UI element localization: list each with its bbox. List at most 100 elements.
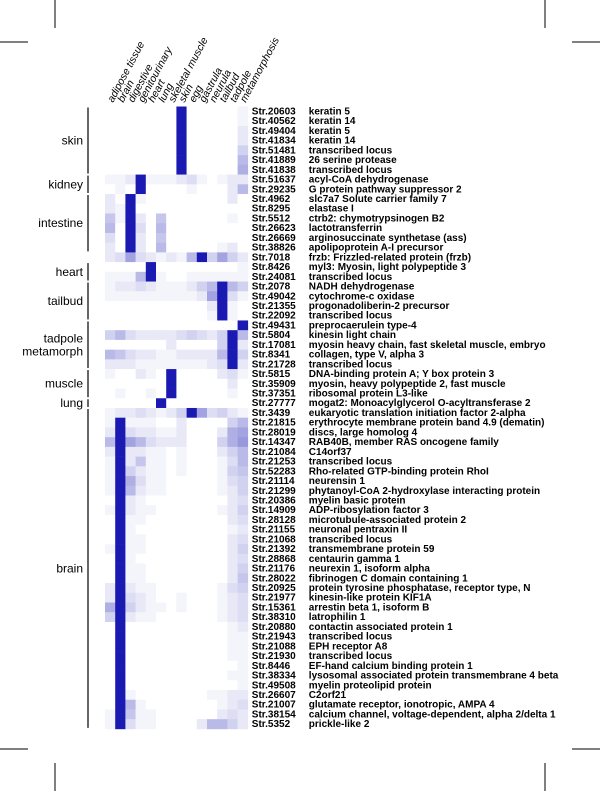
- row-gene-name: eukaryotic translation initiation factor…: [309, 408, 526, 419]
- heatmap-cell: [115, 155, 126, 166]
- heatmap-cell: [166, 427, 177, 438]
- heatmap-cell: [135, 495, 147, 506]
- heatmap-cell: [145, 203, 157, 214]
- heatmap-cell: [145, 612, 157, 623]
- heatmap-cell: [145, 534, 157, 545]
- heatmap-cell: [196, 514, 208, 525]
- heatmap-cell: [227, 680, 238, 691]
- heatmap-cell: [207, 369, 218, 380]
- heatmap-cell: [196, 534, 208, 545]
- heatmap-cell: [135, 369, 147, 380]
- heatmap-cell: [176, 106, 187, 117]
- heatmap-cell: [156, 544, 167, 555]
- row-gene-name: slc7a7 Solute carrier family 7: [309, 194, 447, 205]
- heatmap-cell: [125, 553, 136, 564]
- heatmap-cell: [186, 184, 198, 195]
- heatmap-cell: [176, 505, 187, 516]
- heatmap-cell: [207, 271, 218, 282]
- heatmap-cell: [125, 612, 136, 623]
- heatmap-cell: [227, 437, 238, 448]
- heatmap-cell: [237, 174, 249, 185]
- heatmap-cell: [196, 398, 208, 409]
- heatmap-cell: [227, 262, 238, 273]
- heatmap-cell: [186, 427, 198, 438]
- heatmap-cell: [166, 505, 177, 516]
- heatmap-cell: [115, 106, 126, 117]
- row-gene-name: transmembrane protein 59: [309, 544, 435, 555]
- heatmap-cell: [196, 155, 208, 166]
- heatmap-cell: [145, 349, 157, 360]
- heatmap-cell: [145, 583, 157, 594]
- heatmap-cell: [176, 680, 187, 691]
- heatmap-cell: [176, 699, 187, 710]
- row-gene-name: prickle-like 2: [309, 719, 370, 730]
- heatmap-cell: [237, 427, 249, 438]
- heatmap-cell: [207, 446, 218, 457]
- heatmap-cell: [227, 524, 238, 535]
- heatmap-cell: [207, 301, 218, 312]
- heatmap-cell: [145, 709, 157, 720]
- heatmap-cell: [145, 407, 157, 418]
- heatmap-cell: [156, 437, 167, 448]
- row-gene-name: erythrocyte membrane protein band 4.9 (d…: [309, 418, 545, 429]
- heatmap-cell: [227, 135, 238, 146]
- heatmap-cell: [217, 388, 228, 399]
- heatmap-cell: [227, 651, 238, 662]
- heatmap-cell: [125, 485, 136, 496]
- heatmap-cell: [166, 534, 177, 545]
- heatmap-cell: [105, 690, 116, 701]
- heatmap-cell: [207, 709, 218, 720]
- heatmap-cell: [196, 359, 208, 370]
- heatmap-cell: [166, 485, 177, 496]
- heatmap-cell: [156, 427, 167, 438]
- heatmap-cell: [115, 553, 126, 564]
- heatmap-cell: [176, 602, 187, 613]
- heatmap-cell: [217, 651, 228, 662]
- heatmap-cell: [105, 242, 116, 253]
- heatmap-cell: [196, 407, 208, 418]
- heatmap-cell: [237, 485, 249, 496]
- heatmap-cell: [135, 330, 147, 341]
- row-gene-id: Str.21392: [252, 544, 296, 555]
- heatmap-cell: [186, 514, 198, 525]
- heatmap-cell: [115, 291, 126, 302]
- heatmap-cell: [176, 388, 187, 399]
- heatmap-cell: [135, 651, 147, 662]
- heatmap-cell: [196, 320, 208, 331]
- heatmap-cell: [125, 252, 136, 263]
- heatmap-cell: [176, 125, 187, 136]
- heatmap-cell: [166, 446, 177, 457]
- heatmap-cell: [115, 262, 126, 273]
- heatmap-cell: [207, 164, 218, 175]
- heatmap-cell: [176, 164, 187, 175]
- heatmap-cell: [105, 485, 116, 496]
- row-gene-name: neurensin 1: [309, 476, 366, 487]
- heatmap-cell: [166, 544, 177, 555]
- heatmap-cell: [207, 592, 218, 603]
- heatmap-cell: [156, 651, 167, 662]
- row-gene-name: RAB40B, member RAS oncogene family: [309, 437, 499, 448]
- row-gene-name: myl3: Myosin, light polypeptide 3: [309, 262, 467, 273]
- heatmap-cell: [176, 583, 187, 594]
- row-gene-id: Str.14347: [252, 437, 296, 448]
- heatmap-cell: [156, 310, 167, 321]
- heatmap-cell: [227, 719, 238, 730]
- heatmap-cell: [196, 106, 208, 117]
- heatmap-cell: [237, 514, 249, 525]
- heatmap-cell: [135, 631, 147, 642]
- heatmap-cell: [166, 407, 177, 418]
- heatmap-cell: [237, 184, 249, 195]
- row-gene-id: Str.28128: [252, 515, 296, 526]
- heatmap-cell: [166, 709, 177, 720]
- row-gene-id: Str.49508: [252, 680, 296, 691]
- row-gene-name: ctrb2: chymotrypsinogen B2: [309, 213, 445, 224]
- heatmap-cell: [176, 116, 187, 127]
- heatmap-cell: [125, 135, 136, 146]
- heatmap-cell: [217, 330, 228, 341]
- heatmap-cell: [145, 495, 157, 506]
- row-gene-name: acyl-CoA dehydrogenase: [309, 175, 429, 186]
- row-gene-id: Str.21728: [252, 359, 296, 370]
- heatmap-cell: [217, 699, 228, 710]
- heatmap-cell: [125, 631, 136, 642]
- heatmap-cell: [217, 524, 228, 535]
